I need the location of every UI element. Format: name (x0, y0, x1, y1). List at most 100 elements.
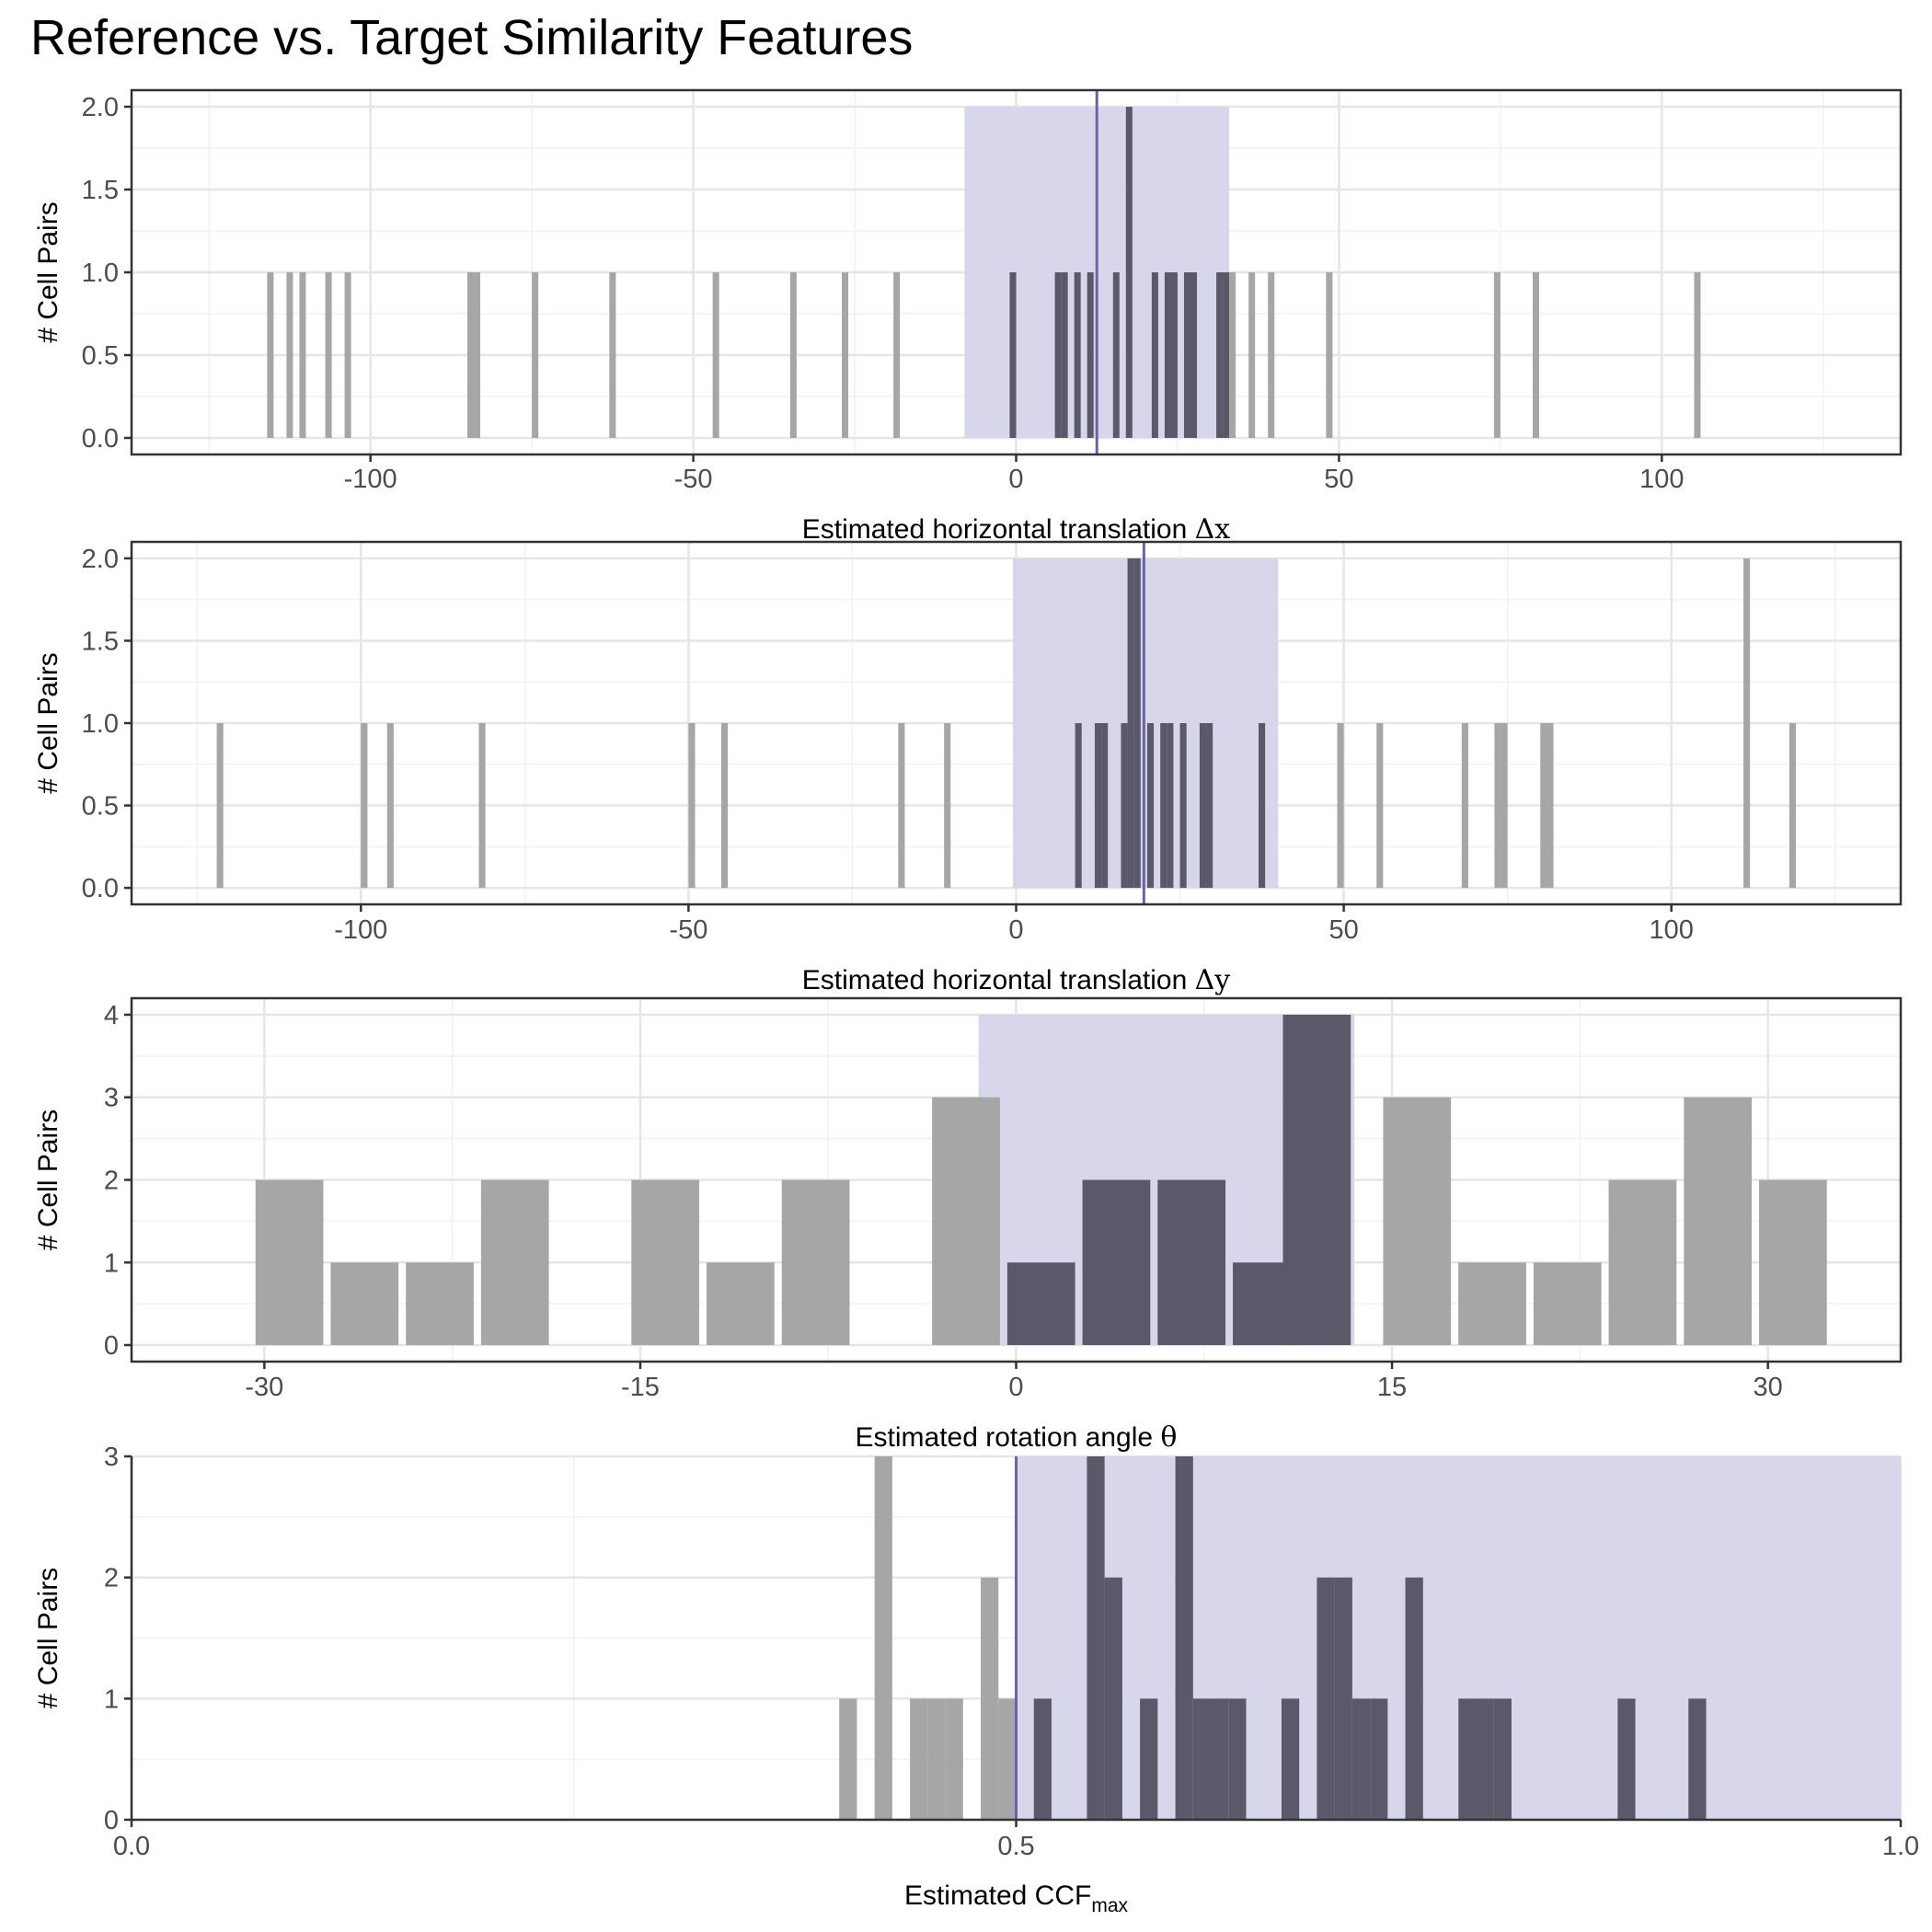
x-tick-label: -100 (334, 915, 387, 945)
x-tick-label: 30 (1754, 1373, 1783, 1402)
histogram-bar (998, 1698, 1017, 1820)
histogram-bar (361, 723, 368, 889)
histogram-bar (874, 1456, 892, 1820)
histogram-bar (1476, 1698, 1494, 1820)
histogram-bar (1127, 558, 1134, 889)
histogram-bar (721, 723, 729, 889)
histogram-bar (898, 723, 905, 889)
histogram-bar (1228, 1698, 1247, 1820)
histogram-bar (609, 272, 616, 438)
histogram-bar (1281, 1698, 1300, 1820)
histogram-bar (267, 272, 274, 438)
histogram-bar (927, 1698, 946, 1820)
histogram-bar (1104, 1577, 1122, 1820)
histogram-bar (1125, 107, 1133, 438)
histogram-bar (480, 1179, 549, 1346)
x-tick-label: 0 (1008, 915, 1023, 945)
histogram-bar (1211, 1698, 1229, 1820)
histogram-bar (1146, 723, 1155, 889)
y-tick-label: 1 (104, 1248, 119, 1278)
histogram-bar (842, 272, 849, 438)
y-tick-label: 1.5 (82, 176, 119, 205)
histogram-bar (1206, 723, 1213, 889)
x-axis-title: Estimated horizontal translation Δx (802, 513, 1231, 546)
histogram-bar (1540, 723, 1547, 889)
histogram-bar (1493, 1698, 1512, 1820)
histogram-bar (981, 1577, 999, 1820)
histogram-bar (789, 272, 797, 438)
histogram-bar (1033, 1698, 1052, 1820)
histogram-bar (1493, 272, 1501, 438)
histogram-bar (1248, 272, 1256, 438)
histogram-bar (325, 272, 332, 438)
y-axis-title: # Cell Pairs (33, 1110, 63, 1250)
x-tick-label: 50 (1324, 465, 1353, 494)
histogram-bar (386, 723, 394, 889)
histogram-bar (1458, 1262, 1526, 1346)
y-axis-title: # Cell Pairs (33, 652, 63, 793)
histogram-bar (1759, 1179, 1827, 1346)
x-tick-label: -15 (621, 1373, 660, 1402)
histogram-bar (1190, 272, 1198, 438)
x-tick-label: 0.5 (997, 1832, 1034, 1861)
histogram-bar (1383, 1097, 1452, 1346)
x-tick-label: 1.0 (1882, 1832, 1919, 1861)
histogram-bar (1157, 1179, 1226, 1346)
histogram-bar (1164, 272, 1171, 438)
x-axis-title: Estimated rotation angle θ (856, 1421, 1178, 1454)
histogram-bar (330, 1262, 399, 1346)
histogram-bar (1121, 723, 1128, 889)
histogram-bar (478, 723, 486, 889)
y-tick-label: 2 (104, 1564, 119, 1593)
histogram-bar (1494, 723, 1501, 889)
histogram-bar (893, 272, 901, 438)
y-tick-label: 1 (104, 1685, 119, 1714)
y-tick-label: 1.0 (82, 709, 119, 739)
x-tick-label: 0 (1008, 1373, 1023, 1402)
histogram-bar (1608, 1179, 1677, 1346)
histogram-bar (1317, 1577, 1335, 1820)
x-tick-label: -50 (669, 915, 707, 945)
histogram-bar (1179, 723, 1187, 889)
x-tick-label: -50 (674, 465, 713, 494)
x-tick-label: -100 (344, 465, 397, 494)
x-tick-label: -30 (245, 1373, 283, 1402)
figure-title: Reference vs. Target Similarity Features (30, 10, 914, 65)
histogram-bar (255, 1179, 324, 1346)
y-tick-label: 4 (104, 1001, 119, 1030)
histogram-bar (406, 1262, 474, 1346)
histogram-bar (1788, 723, 1797, 889)
histogram-bar (1167, 723, 1174, 889)
histogram-bar (1082, 1179, 1151, 1346)
histogram-bar (1112, 272, 1120, 438)
y-tick-label: 0.5 (82, 341, 119, 371)
histogram-bar (1074, 272, 1081, 438)
histogram-bar (1376, 723, 1384, 889)
histogram-bar (1009, 272, 1017, 438)
y-tick-label: 1.0 (82, 259, 119, 288)
histogram-bar (1334, 1577, 1352, 1820)
panel-2: -100 -50 0 50 100 0.0 0.5 1.0 1.5 2.0 Estimated ho… (33, 540, 1903, 996)
histogram-bar (1006, 1262, 1075, 1346)
histogram-bar (1160, 723, 1167, 889)
y-tick-label: 0 (104, 1806, 119, 1835)
x-axis-title: Estimated CCFmax (904, 1880, 1129, 1916)
histogram-bar (1087, 272, 1094, 438)
histogram-bar (1547, 723, 1554, 889)
histogram-bar (932, 1097, 1000, 1346)
histogram-bar (944, 723, 951, 889)
histogram-bar (1216, 272, 1224, 438)
histogram-bar (1101, 723, 1109, 889)
y-tick-label: 0.5 (82, 792, 119, 822)
histogram-bar (1087, 1456, 1105, 1820)
histogram-bar (1501, 723, 1508, 889)
histogram-bar (1094, 723, 1102, 889)
histogram-bar (1229, 272, 1236, 438)
similarity-band (1012, 558, 1279, 889)
x-tick-label: 0 (1008, 465, 1023, 494)
histogram-bar (707, 1262, 775, 1346)
histogram-bar (1133, 558, 1141, 889)
histogram-bar (1061, 272, 1068, 438)
y-tick-label: 2.0 (82, 545, 119, 574)
